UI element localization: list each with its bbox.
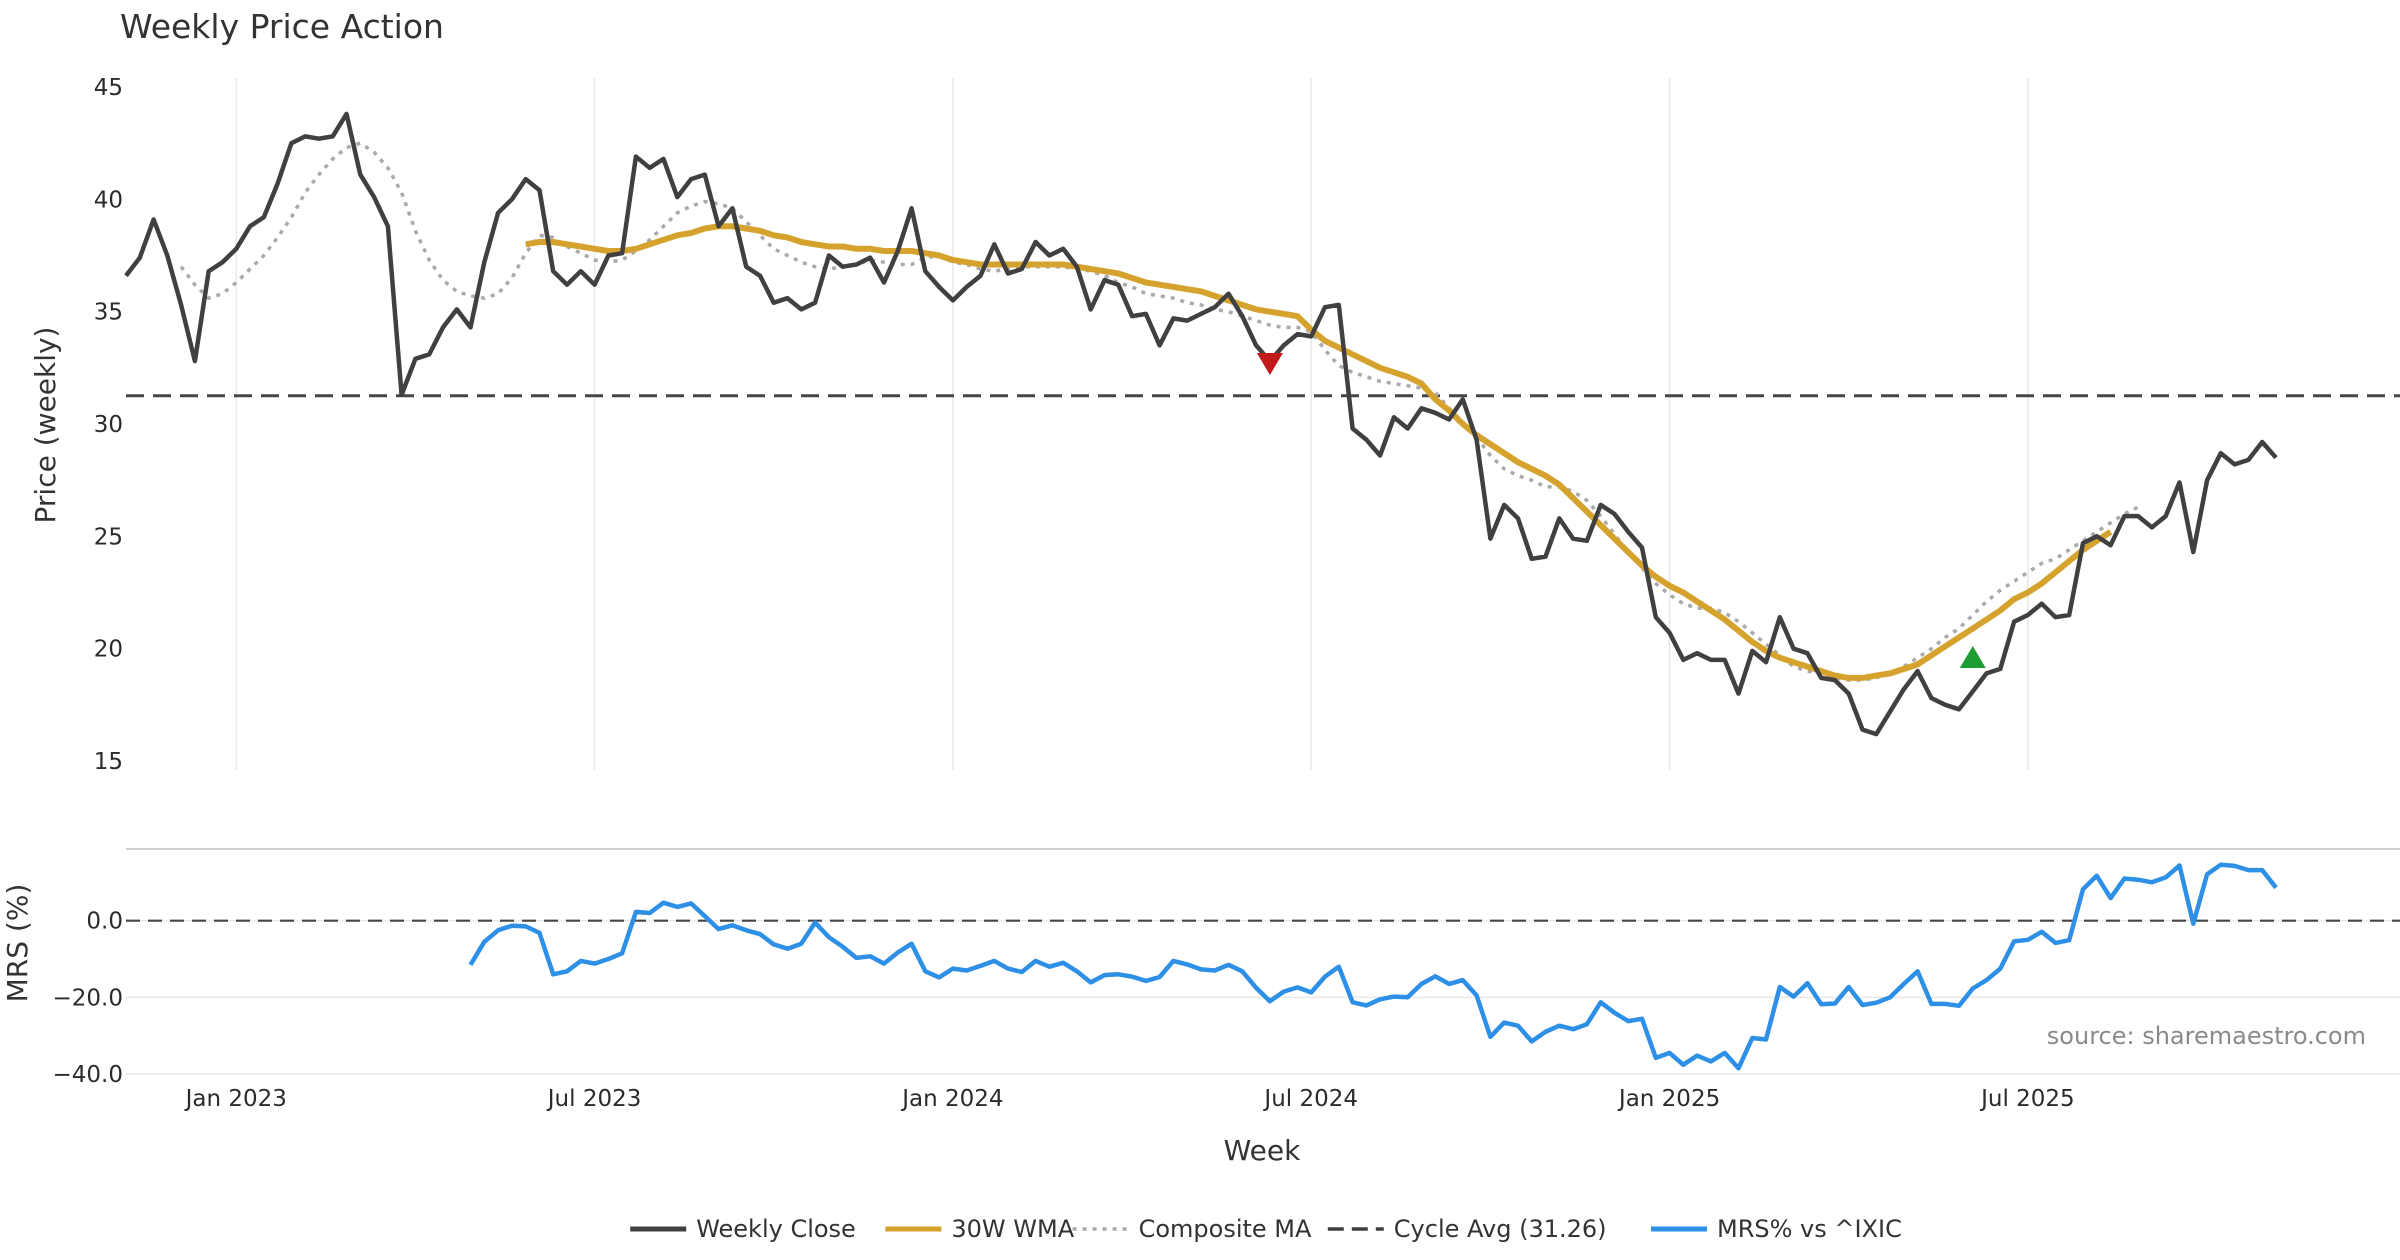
x-axis-ticks: Jan 2023 Jul 2023 Jan 2024 Jul 2024 Jan 2025… — [184, 1086, 2075, 1112]
legend-label: Composite MA — [1139, 1215, 1312, 1243]
sell-signal-marker — [1256, 352, 1283, 376]
x-tick-label: Jan 2024 — [900, 1086, 1003, 1112]
chart-legend: Weekly Close 30W WMA Composite MA Cycle Avg… — [630, 1215, 1902, 1243]
price-y-ticks: 15 20 25 30 35 40 45 — [94, 75, 123, 775]
x-tick-label: Jul 2025 — [1979, 1086, 2075, 1112]
price-y-tick-label: 15 — [94, 749, 123, 775]
legend-label: 30W WMA — [951, 1215, 1074, 1243]
price-y-tick-label: 30 — [94, 412, 123, 438]
price-y-tick-label: 45 — [94, 75, 123, 101]
x-tick-label: Jul 2024 — [1262, 1086, 1358, 1112]
source-credit: source: sharemaestro.com — [2047, 1022, 2366, 1050]
mrs-y-tick-label: −20.0 — [53, 985, 123, 1011]
price-y-tick-label: 20 — [94, 637, 123, 663]
legend-label: Weekly Close — [696, 1215, 856, 1243]
wma-30w-series-line — [525, 223, 2113, 681]
mrs-y-axis-title: MRS (%) — [1, 884, 34, 1003]
x-axis-title: Week — [1224, 1134, 1301, 1167]
buy-signal-marker — [1959, 645, 1986, 669]
chart-title: Weekly Price Action — [120, 7, 444, 46]
weekly-close-series-line — [124, 111, 2278, 737]
composite-ma-series-line — [179, 141, 2139, 682]
price-panel-gridlines — [235, 78, 2029, 770]
price-y-tick-label: 40 — [94, 187, 123, 213]
legend-label: Cycle Avg (31.26) — [1394, 1215, 1607, 1243]
price-y-tick-label: 25 — [94, 524, 123, 550]
price-y-axis-title: Price (weekly) — [29, 327, 62, 524]
mrs-y-tick-label: 0.0 — [86, 909, 123, 935]
legend-label: MRS% vs ^IXIC — [1717, 1215, 1902, 1243]
mrs-y-ticks: 0.0 −20.0 −40.0 — [53, 909, 123, 1088]
price-y-tick-label: 35 — [94, 300, 123, 326]
signal-markers — [1256, 352, 1986, 669]
x-tick-label: Jan 2025 — [1617, 1086, 1720, 1112]
x-tick-label: Jan 2023 — [184, 1086, 287, 1112]
x-tick-label: Jul 2023 — [546, 1086, 642, 1112]
mrs-y-tick-label: −40.0 — [53, 1062, 123, 1088]
mrs-series-line — [468, 862, 2278, 1071]
